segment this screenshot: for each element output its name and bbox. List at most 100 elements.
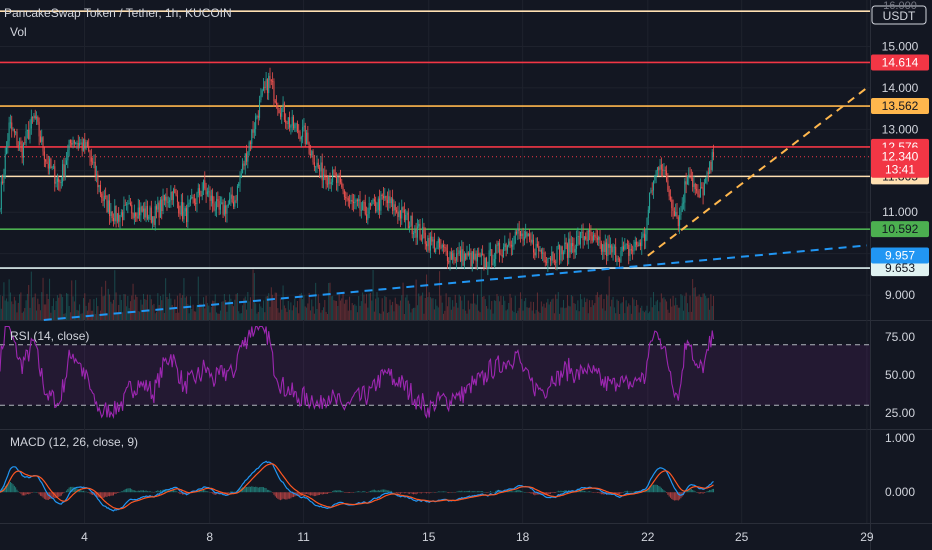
candle-body[interactable] [396,210,398,213]
candle-body[interactable] [76,143,78,144]
candle-body[interactable] [63,164,65,176]
candle-body[interactable] [122,212,124,221]
candle-body[interactable] [406,212,408,215]
candle-body[interactable] [72,140,74,145]
candle-body[interactable] [604,242,606,252]
candle-body[interactable] [473,251,475,260]
candle-body[interactable] [265,79,267,88]
candle-body[interactable] [414,229,416,233]
candle-body[interactable] [696,189,698,191]
candle-body[interactable] [401,207,403,219]
candle-body[interactable] [369,203,371,206]
candle-body[interactable] [221,202,223,205]
candle-body[interactable] [561,246,563,255]
candle-body[interactable] [427,238,429,247]
candle-body[interactable] [330,182,332,185]
candle-body[interactable] [363,201,365,203]
candle-body[interactable] [709,161,711,174]
candle-body[interactable] [410,215,412,226]
candle-body[interactable] [668,190,670,197]
candle-body[interactable] [489,249,491,251]
candle-body[interactable] [573,246,575,253]
candle-body[interactable] [59,181,61,183]
candle-body[interactable] [34,115,36,119]
candle-body[interactable] [253,129,255,133]
candle-body[interactable] [445,247,447,251]
candle-body[interactable] [266,79,268,94]
macd-legend[interactable]: MACD (12, 26, close, 9) [10,435,138,449]
candle-body[interactable] [47,163,49,169]
candle-body[interactable] [366,214,368,220]
candle-body[interactable] [2,181,4,184]
candle-body[interactable] [341,182,343,188]
candle-body[interactable] [225,205,227,214]
candle-body[interactable] [656,167,658,171]
candle-body[interactable] [462,249,464,266]
candle-body[interactable] [345,197,347,199]
candle-body[interactable] [84,139,86,149]
candle-body[interactable] [351,200,353,202]
candle-body[interactable] [482,253,484,255]
candle-body[interactable] [488,250,490,267]
rsi-line[interactable] [0,325,715,420]
candle-body[interactable] [566,244,568,258]
candle-body[interactable] [582,231,584,241]
candle-body[interactable] [90,157,92,162]
candle-body[interactable] [69,140,71,143]
candle-body[interactable] [165,196,167,201]
candle-body[interactable] [426,243,428,247]
candle-body[interactable] [50,158,52,168]
candle-body[interactable] [96,174,98,177]
candle-body[interactable] [277,107,279,110]
candle-body[interactable] [569,238,571,253]
candle-body[interactable] [218,201,220,210]
candle-body[interactable] [553,260,555,262]
candle-body[interactable] [576,236,578,249]
candle-body[interactable] [510,244,512,247]
candle-body[interactable] [337,177,339,183]
candle-body[interactable] [13,129,15,133]
candle-body[interactable] [120,212,122,216]
candle-body[interactable] [703,183,705,196]
candle-body[interactable] [162,194,164,212]
dashed-trend-line[interactable] [43,244,867,321]
candle-body[interactable] [586,239,588,242]
candle-body[interactable] [615,246,617,262]
candle-body[interactable] [649,193,651,210]
candle-body[interactable] [358,199,360,202]
candle-body[interactable] [690,177,692,179]
candle-body[interactable] [574,248,576,253]
candle-body[interactable] [390,198,392,204]
candle-body[interactable] [131,205,133,214]
candle-body[interactable] [560,246,562,261]
candle-body[interactable] [626,244,628,246]
candle-body[interactable] [292,116,294,129]
candle-body[interactable] [475,253,477,262]
candle-body[interactable] [97,174,99,188]
candle-body[interactable] [281,107,283,117]
candle-body[interactable] [135,212,137,217]
candle-body[interactable] [568,238,570,258]
candle-body[interactable] [169,200,171,202]
candle-body[interactable] [213,203,215,210]
candle-body[interactable] [642,233,644,237]
candle-body[interactable] [152,216,154,223]
candle-body[interactable] [509,241,511,245]
candle-body[interactable] [216,199,218,210]
candle-body[interactable] [542,252,544,254]
macd-signal-line[interactable] [0,463,714,510]
price-candles[interactable] [0,67,715,276]
candle-body[interactable] [633,247,635,252]
candle-body[interactable] [513,243,515,246]
candle-body[interactable] [242,163,244,174]
candle-body[interactable] [46,161,48,164]
candle-body[interactable] [557,245,559,247]
candle-body[interactable] [693,183,695,187]
candle-body[interactable] [252,129,254,133]
candle-body[interactable] [246,153,248,162]
candle-body[interactable] [570,243,572,253]
candle-body[interactable] [282,103,284,108]
candle-body[interactable] [161,199,163,212]
candle-body[interactable] [660,164,662,170]
candle-body[interactable] [128,202,130,204]
